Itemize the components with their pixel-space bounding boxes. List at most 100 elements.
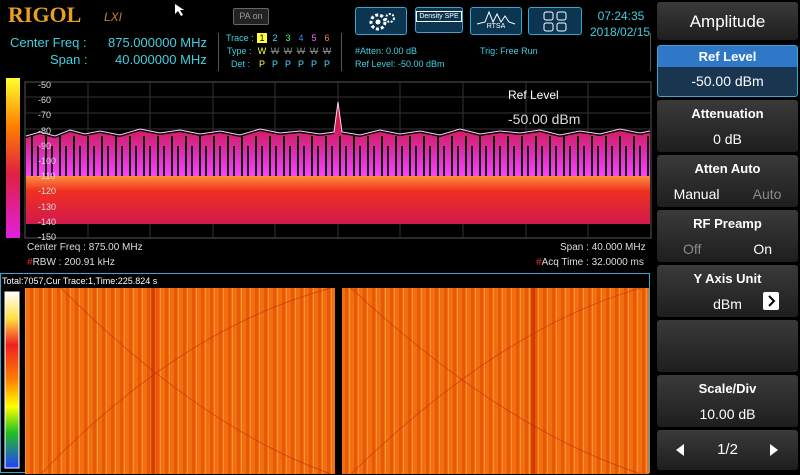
lxi-logo: LXI: [104, 10, 123, 24]
option: Auto: [752, 186, 782, 202]
acq-flag: #: [536, 257, 542, 268]
trace-type: W: [283, 46, 293, 56]
trigger-status: Trig: Free Run: [480, 46, 538, 56]
atten-auto-item[interactable]: Atten Auto Manual Auto: [657, 155, 798, 207]
cursor: [175, 4, 184, 16]
trace-type: W: [309, 46, 319, 56]
rbw-footer: #RBW : 200.91 kHz: [27, 257, 115, 268]
trace-det: P: [258, 59, 265, 69]
center-freq-footer: Center Freq : 875.00 MHz: [27, 242, 143, 253]
trace-panel: [218, 33, 342, 71]
item-label: Attenuation: [691, 106, 764, 121]
item-label: RF Preamp: [693, 216, 762, 231]
trace-type: W: [257, 46, 267, 56]
ref-level-status: Ref Level: -50.00 dBm: [355, 59, 445, 69]
rf-preamp-item[interactable]: RF Preamp Off On: [657, 210, 798, 262]
option: Off: [682, 241, 702, 257]
item-value: 0 dB: [713, 131, 742, 147]
y-axis-label: -60: [38, 95, 52, 106]
density-button[interactable]: Density SPE: [415, 7, 463, 33]
y-axis-label: -150: [38, 232, 57, 242]
y-axis-label: -100: [38, 156, 57, 166]
trace-number: 6: [324, 33, 330, 43]
trace-number: 5: [311, 33, 317, 43]
trace-det: P: [284, 59, 291, 69]
y-axis-unit-item[interactable]: Y Axis Unit dBm: [657, 265, 798, 317]
item-label: Scale/Div: [698, 381, 757, 396]
trace-number: 4: [298, 33, 304, 43]
settings-button[interactable]: [355, 7, 407, 35]
det-label: Det :: [231, 59, 251, 69]
prev-page[interactable]: [675, 444, 685, 456]
y-axis-label: -120: [38, 186, 57, 197]
date: 2018/02/15: [590, 25, 651, 39]
rtsa-button[interactable]: RTSA: [470, 7, 522, 35]
item-value: dBm: [713, 296, 742, 312]
menu-title: Amplitude: [689, 12, 766, 31]
submenu-arrow: [763, 292, 779, 310]
rbw-text: RBW : 200.91 kHz: [32, 257, 115, 268]
rtsa-label: RTSA: [486, 23, 506, 30]
next-page[interactable]: [769, 444, 779, 456]
color-bar: [6, 78, 20, 238]
rbw-flag: #: [27, 257, 33, 268]
trace-number: 1: [257, 33, 267, 43]
density-label: Density SPE: [416, 11, 462, 22]
type-label: Type :: [227, 46, 252, 56]
ref-level-item[interactable]: Ref Level -50.00 dBm: [657, 45, 798, 97]
waterfall-stripe: [531, 288, 535, 474]
option-active: Manual: [673, 186, 720, 202]
waterfall-color-bar: [4, 291, 20, 469]
acq-text: Acq Time : 32.0000 ms: [541, 257, 644, 268]
layout-button[interactable]: [528, 7, 582, 35]
menu-title-box: Amplitude: [657, 2, 798, 40]
y-axis-label: -50: [38, 80, 52, 90]
time: 07:24:35: [597, 9, 645, 23]
spectrum-trace: [26, 104, 650, 224]
option-active: On: [753, 241, 773, 257]
scale-div-item[interactable]: Scale/Div 10.00 dB: [657, 375, 798, 427]
trace-number: 2: [272, 33, 278, 43]
marker-title: Ref Level: [508, 88, 559, 102]
page-indicator: 1/2: [717, 441, 738, 458]
trace-det: P: [271, 59, 278, 69]
page-item[interactable]: 1/2: [657, 430, 798, 470]
trace-type: W: [322, 46, 332, 56]
marker-value: -50.00 dBm: [508, 111, 581, 127]
trace-det: P: [323, 59, 330, 69]
attenuation-item[interactable]: Attenuation 0 dB: [657, 100, 798, 152]
trace-type: W: [296, 46, 306, 56]
span-value: 40.000000 MHz: [115, 52, 207, 67]
y-axis-label: -90: [38, 140, 52, 151]
trace-line: [25, 101, 651, 137]
trace-det: P: [297, 59, 304, 69]
trace-label: Trace :: [226, 33, 254, 43]
span-label: Span :: [50, 52, 88, 67]
layout-icon: [543, 11, 567, 32]
item-label: Y Axis Unit: [693, 271, 762, 286]
waterfall-view: [4, 288, 649, 474]
atten-status: #Atten: 0.00 dB: [355, 46, 418, 56]
trace-det: P: [310, 59, 317, 69]
gear-icon: [369, 13, 395, 31]
waterfall-traces: [40, 288, 642, 474]
item-value: -50.00 dBm: [691, 73, 764, 89]
center-freq-value: 875.000000 MHz: [108, 35, 208, 50]
acq-footer: #Acq Time : 32.0000 ms: [536, 257, 644, 268]
span-footer: Span : 40.000 MHz: [560, 242, 646, 253]
y-axis-label: -70: [38, 110, 52, 121]
status-panel: [350, 33, 651, 71]
waterfall-stripe: [151, 288, 155, 474]
item-value: 10.00 dB: [699, 406, 756, 422]
logo: RIGOL: [8, 2, 82, 27]
y-axis-label: -80: [38, 125, 52, 136]
y-axis-label: -140: [38, 216, 57, 227]
waterfall-status: Total:7057,Cur Trace:1,Time:225.824 s: [2, 276, 158, 286]
trace-number: 3: [285, 33, 291, 43]
trace-type: W: [270, 46, 280, 56]
rtsa-icon: [476, 10, 516, 25]
empty-item: [657, 320, 798, 372]
item-label: Atten Auto: [694, 161, 761, 176]
pa-button[interactable]: PA on: [233, 8, 269, 25]
